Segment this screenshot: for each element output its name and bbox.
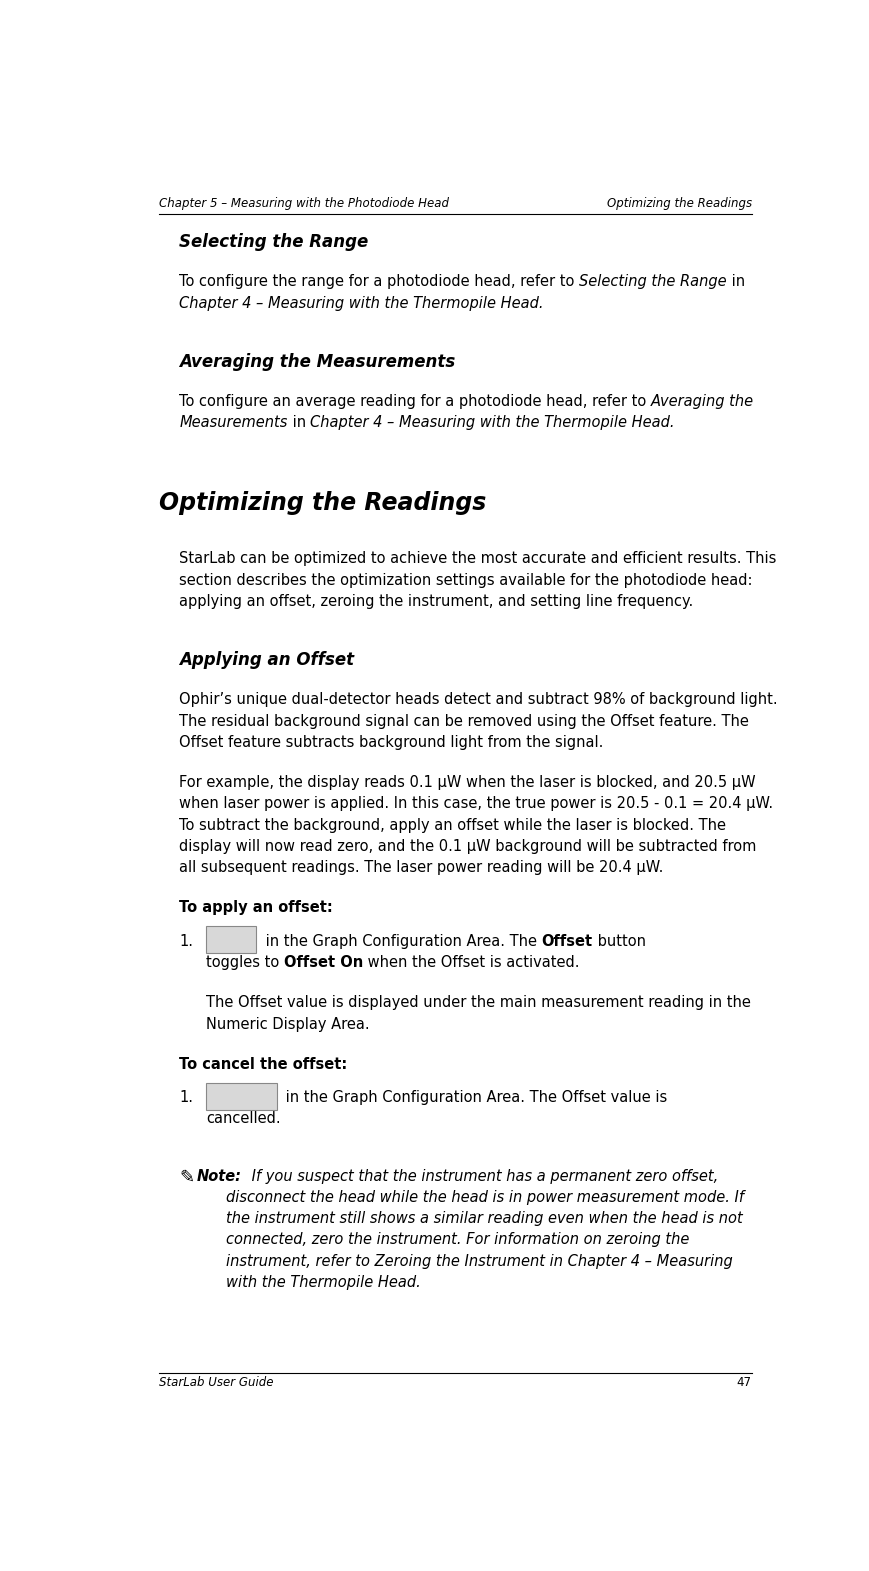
Text: If you suspect that the instrument has a permanent zero offset,: If you suspect that the instrument has a… [247, 1169, 718, 1185]
Text: in: in [288, 415, 310, 430]
Text: The Offset value is displayed under the main measurement reading in the: The Offset value is displayed under the … [206, 996, 751, 1010]
FancyBboxPatch shape [206, 1082, 276, 1109]
Text: button: button [593, 933, 646, 949]
Text: Chapter 4 – Measuring with the Thermopile Head.: Chapter 4 – Measuring with the Thermopil… [310, 415, 675, 430]
Text: 47: 47 [737, 1376, 752, 1389]
Text: when the Offset is activated.: when the Offset is activated. [363, 955, 580, 969]
Text: To cancel the offset:: To cancel the offset: [179, 1057, 348, 1071]
Text: Averaging the Measurements: Averaging the Measurements [179, 353, 455, 371]
Text: Offset On: Offset On [213, 1090, 269, 1103]
Text: To apply an offset:: To apply an offset: [179, 900, 333, 916]
Text: section describes the optimization settings available for the photodiode head:: section describes the optimization setti… [179, 572, 753, 588]
Text: Note:: Note: [196, 1169, 242, 1185]
Text: Selecting the Range: Selecting the Range [179, 233, 368, 251]
Text: The residual background signal can be removed using the Offset feature. The: The residual background signal can be re… [179, 713, 749, 729]
Text: To configure an average reading for a photodiode head, refer to: To configure an average reading for a ph… [179, 394, 651, 408]
Text: Chapter 4 – Measuring with the Thermopile Head.: Chapter 4 – Measuring with the Thermopil… [179, 295, 544, 311]
Text: ✎: ✎ [179, 1169, 195, 1188]
Text: applying an offset, zeroing the instrument, and setting line frequency.: applying an offset, zeroing the instrume… [179, 594, 693, 608]
Text: Selecting the Range: Selecting the Range [580, 275, 727, 289]
Text: Chapter 5 – Measuring with the Photodiode Head: Chapter 5 – Measuring with the Photodiod… [159, 198, 449, 211]
Text: in the Graph Configuration Area. The: in the Graph Configuration Area. The [261, 933, 541, 949]
Text: the instrument still shows a similar reading even when the head is not: the instrument still shows a similar rea… [227, 1211, 743, 1227]
Text: Offset On: Offset On [284, 955, 363, 969]
Text: disconnect the head while the head is in power measurement mode. If: disconnect the head while the head is in… [227, 1191, 745, 1205]
Text: when laser power is applied. In this case, the true power is 20.5 - 0.1 = 20.4 µ: when laser power is applied. In this cas… [179, 796, 773, 811]
Text: Optimizing the Readings: Optimizing the Readings [607, 198, 752, 211]
Text: Offset: Offset [213, 933, 249, 946]
Text: Averaging the: Averaging the [651, 394, 754, 408]
Text: For example, the display reads 0.1 µW when the laser is blocked, and 20.5 µW: For example, the display reads 0.1 µW wh… [179, 775, 756, 790]
Text: in: in [727, 275, 745, 289]
Text: Numeric Display Area.: Numeric Display Area. [206, 1016, 370, 1032]
Text: Optimizing the Readings: Optimizing the Readings [159, 490, 487, 515]
Text: StarLab User Guide: StarLab User Guide [159, 1376, 274, 1389]
FancyBboxPatch shape [206, 927, 256, 954]
Text: Applying an Offset: Applying an Offset [179, 652, 355, 669]
Text: Measurements: Measurements [179, 415, 288, 430]
Text: To subtract the background, apply an offset while the laser is blocked. The: To subtract the background, apply an off… [179, 817, 726, 833]
Text: connected, zero the instrument. For information on zeroing the: connected, zero the instrument. For info… [227, 1233, 690, 1247]
Text: 1.: 1. [179, 933, 193, 949]
Text: Offset feature subtracts background light from the signal.: Offset feature subtracts background ligh… [179, 735, 604, 749]
Text: display will now read zero, and the 0.1 µW background will be subtracted from: display will now read zero, and the 0.1 … [179, 839, 757, 853]
Text: StarLab can be optimized to achieve the most accurate and efficient results. Thi: StarLab can be optimized to achieve the … [179, 551, 777, 567]
Text: Offset: Offset [541, 933, 593, 949]
Text: Ophir’s unique dual-detector heads detect and subtract 98% of background light.: Ophir’s unique dual-detector heads detec… [179, 693, 778, 707]
Text: cancelled.: cancelled. [206, 1112, 281, 1126]
Text: all subsequent readings. The laser power reading will be 20.4 µW.: all subsequent readings. The laser power… [179, 859, 664, 875]
Text: in the Graph Configuration Area. The Offset value is: in the Graph Configuration Area. The Off… [282, 1090, 667, 1106]
Text: To configure the range for a photodiode head, refer to: To configure the range for a photodiode … [179, 275, 580, 289]
Text: 1.: 1. [179, 1090, 193, 1106]
Text: with the Thermopile Head.: with the Thermopile Head. [227, 1274, 421, 1290]
Text: toggles to: toggles to [206, 955, 284, 969]
Text: instrument, refer to Zeroing the Instrument in Chapter 4 – Measuring: instrument, refer to Zeroing the Instrum… [227, 1254, 733, 1269]
